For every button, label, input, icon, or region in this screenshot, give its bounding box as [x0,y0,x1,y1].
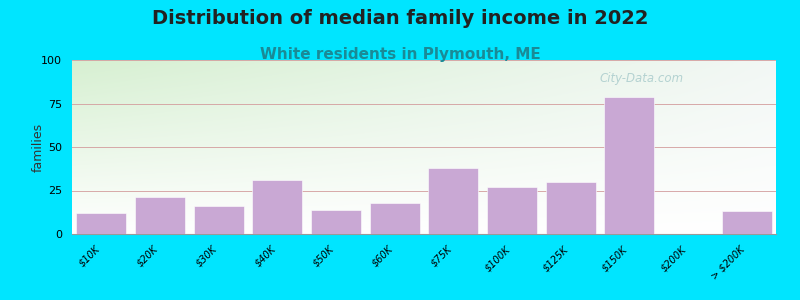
Bar [605,97,654,234]
Bar [311,210,361,234]
Bar [194,206,243,234]
Bar [722,212,771,234]
Bar [487,187,537,234]
Text: White residents in Plymouth, ME: White residents in Plymouth, ME [260,46,540,62]
Bar [77,213,126,234]
Bar [546,182,595,234]
Bar [370,203,419,234]
Bar [135,197,185,234]
Text: City-Data.com: City-Data.com [600,72,684,85]
Text: Distribution of median family income in 2022: Distribution of median family income in … [152,9,648,28]
Bar [429,168,478,234]
Y-axis label: families: families [32,122,45,172]
Bar [253,180,302,234]
